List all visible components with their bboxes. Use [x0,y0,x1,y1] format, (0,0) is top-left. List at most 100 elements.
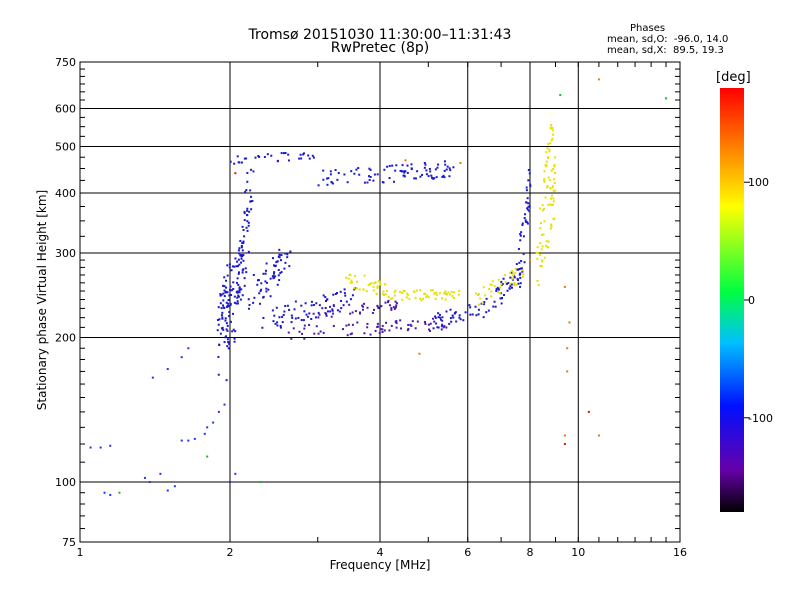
y-axis-label: Stationary phase Virtual Height [km] [35,190,49,410]
data-point [563,443,566,446]
data-point [227,341,230,344]
data-point [445,310,448,313]
data-point [399,319,402,322]
data-point [351,294,354,297]
data-point [247,298,250,301]
data-point [260,288,263,291]
data-point [441,316,444,319]
data-point [236,260,239,263]
data-point [220,307,223,310]
x-axis-ticks: 1 2 4 6 8 10 16 [77,62,687,559]
data-point [462,319,465,322]
y-tick-label: 75 [62,536,76,549]
data-point [236,296,239,299]
data-point [226,274,229,277]
data-point [550,194,553,197]
data-point [529,259,531,262]
data-point [226,329,229,332]
data-point [435,293,438,296]
data-point [258,302,261,305]
data-point [394,306,397,309]
data-point [539,242,542,245]
data-point [384,283,387,286]
data-point [252,273,255,276]
data-point [411,320,414,323]
data-point [235,281,238,284]
data-point [374,329,377,332]
data-point [540,265,543,268]
data-point [229,320,232,323]
data-point [415,289,418,292]
data-point [548,179,551,182]
data-point [529,183,532,186]
data-point [325,313,328,316]
data-point [143,476,146,479]
data-point [504,274,507,277]
data-point [453,291,456,294]
data-point [203,432,206,435]
data-point [256,283,259,286]
data-point [549,203,552,206]
data-point [493,285,496,288]
data-point [221,316,224,319]
data-point [554,156,557,159]
colorbar [720,88,744,512]
data-point [597,434,600,437]
data-point [340,299,343,302]
data-point [334,292,337,295]
data-point [550,127,553,130]
data-point [269,277,272,280]
data-point [395,304,398,307]
data-point [426,294,429,297]
data-point [394,300,397,303]
data-point [236,300,239,303]
data-point [249,189,252,192]
data-point [401,164,404,167]
data-point [383,329,386,332]
data-point [326,183,329,186]
data-point [448,167,451,170]
data-point [274,264,277,267]
data-point [238,291,241,294]
data-point [393,307,396,310]
data-point [253,296,256,299]
data-point [528,205,531,208]
data-point [526,197,529,200]
data-point [433,292,436,295]
data-point [544,196,547,199]
data-point [499,297,502,300]
data-point [312,312,315,315]
data-point [474,305,477,308]
data-point [459,318,462,321]
data-point [274,275,277,278]
data-point [553,164,556,167]
data-point [427,175,430,178]
data-point [329,310,332,313]
data-point [277,268,280,271]
data-point [389,298,392,301]
data-point [443,160,446,163]
data-point [441,319,444,322]
data-point [418,352,421,355]
data-point [545,240,548,243]
data-point [222,304,225,307]
data-point [477,294,480,297]
data-point [369,168,372,171]
data-point [507,282,510,285]
data-point [535,251,538,254]
data-point [324,300,327,303]
data-point [443,169,446,172]
data-point [89,446,92,449]
data-point [549,197,552,200]
data-point [392,306,395,309]
data-point [517,268,520,271]
data-point [248,210,251,213]
data-point [502,293,505,296]
colorbar-tick-label: -100 [748,412,773,425]
data-point [388,176,391,179]
data-point [227,302,230,305]
data-point [278,248,281,251]
data-point [497,288,500,291]
data-point [537,283,540,286]
data-point [308,312,311,315]
